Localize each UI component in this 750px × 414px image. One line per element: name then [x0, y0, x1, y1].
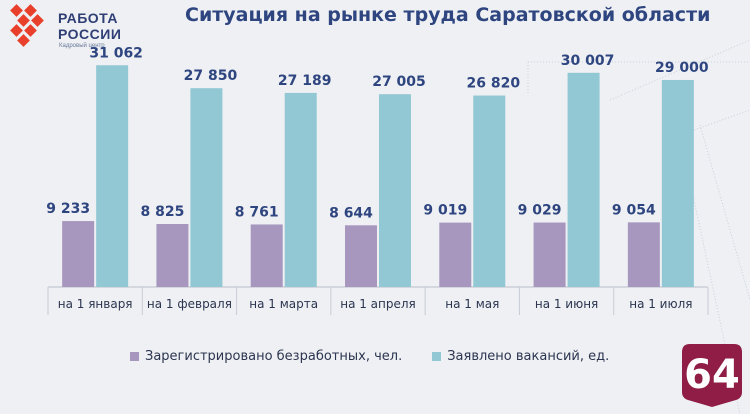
data-label-vacancies: 27 189 — [278, 73, 332, 89]
bar-unemployed — [439, 222, 472, 287]
bar-vacancies — [379, 94, 411, 288]
bar-vacancies — [284, 92, 317, 287]
data-label-vacancies: 31 062 — [89, 45, 143, 61]
page-title: Ситуация на рынке труда Саратовской обла… — [185, 4, 711, 26]
bar-unemployed — [533, 222, 566, 287]
data-label-unemployed: 8 825 — [141, 204, 185, 220]
bar-vacancies — [567, 72, 600, 288]
bar-unemployed — [345, 225, 377, 287]
bar-unemployed — [627, 222, 660, 287]
data-label-vacancies: 26 820 — [466, 76, 520, 92]
legend-swatch-unemployed — [130, 351, 139, 361]
x-tick-label: на 1 июля — [629, 297, 692, 311]
x-tick-label: на 1 июня — [535, 297, 598, 311]
data-label-unemployed: 9 233 — [46, 201, 90, 217]
legend-item-unemployed: Зарегистрировано безработных, чел. — [130, 349, 402, 364]
logo-line1: РАБОТА — [58, 10, 118, 26]
data-label-unemployed: 9 019 — [423, 203, 467, 219]
x-tick-label: на 1 марта — [249, 297, 318, 311]
badge-shape-icon — [682, 344, 742, 407]
data-label-unemployed: 9 054 — [612, 202, 656, 218]
legend-label-vacancies: Заявлено вакансий, ед. — [447, 348, 610, 364]
bar-vacancies — [96, 65, 129, 287]
logo-subtitle: Кадровый центр — [59, 43, 105, 49]
data-label-unemployed: 8 644 — [329, 205, 373, 221]
data-label-vacancies: 27 850 — [184, 68, 238, 84]
x-tick-label: на 1 февраля — [147, 297, 232, 311]
data-label-vacancies: 29 000 — [655, 60, 709, 76]
bar-vacancies — [661, 79, 694, 287]
region-badge: 64 — [680, 342, 744, 408]
badge-number: 64 — [684, 352, 740, 398]
logo-mark-icon — [10, 4, 44, 47]
data-label-unemployed: 9 029 — [518, 203, 562, 219]
bar-vacancies — [473, 95, 506, 287]
data-label-vacancies: 30 007 — [561, 53, 615, 69]
legend-swatch-vacancies — [432, 351, 442, 361]
legend-item-vacancies: Заявлено вакансий, ед. — [432, 349, 609, 364]
legend: Зарегистрировано безработных, чел. Заявл… — [130, 347, 639, 365]
logo: РАБОТА РОССИИ Кадровый центр — [6, 4, 156, 50]
legend-label-unemployed: Зарегистрировано безработных, чел. — [145, 348, 403, 364]
bar-vacancies — [190, 88, 223, 287]
logo-line2: РОССИИ — [58, 26, 122, 42]
bar-unemployed — [62, 221, 95, 287]
x-tick-label: на 1 января — [58, 297, 133, 311]
bar-unemployed — [156, 223, 189, 287]
data-label-vacancies: 27 005 — [372, 74, 426, 90]
data-label-unemployed: 8 761 — [235, 204, 279, 220]
x-tick-label: на 1 мая — [445, 297, 499, 311]
bar-unemployed — [250, 224, 283, 287]
x-tick-label: на 1 апреля — [340, 297, 416, 311]
